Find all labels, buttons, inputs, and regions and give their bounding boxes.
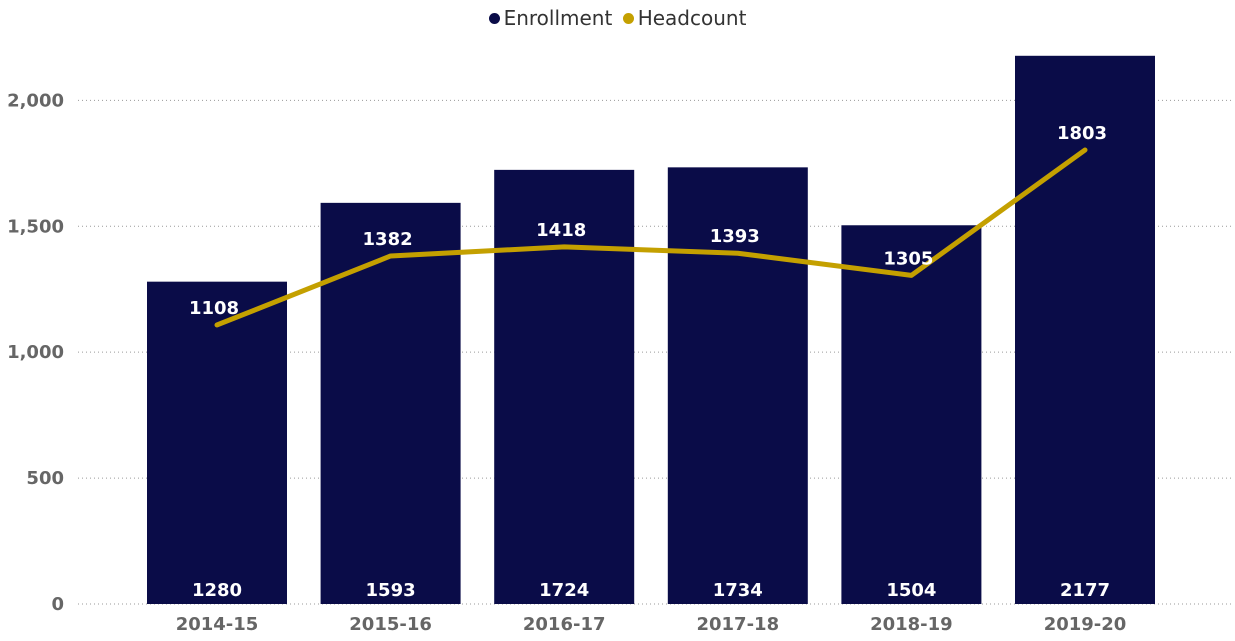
bar-data-label: 1734 bbox=[713, 580, 763, 601]
line-data-label: 1305 bbox=[883, 248, 933, 269]
line-data-label: 1418 bbox=[536, 220, 586, 241]
y-tick-label: 0 bbox=[51, 594, 64, 615]
bar-enrollment bbox=[667, 167, 808, 604]
x-tick-label: 2018-19 bbox=[870, 614, 953, 635]
bar-data-label: 1724 bbox=[539, 580, 589, 601]
x-tick-label: 2014-15 bbox=[176, 614, 259, 635]
legend-dot-headcount-icon bbox=[622, 13, 634, 24]
bar-enrollment bbox=[494, 169, 635, 604]
y-tick-label: 2,000 bbox=[7, 90, 64, 111]
line-headcount bbox=[214, 147, 1088, 328]
y-tick-label: 1,000 bbox=[7, 342, 64, 363]
legend-label-enrollment: Enrollment bbox=[503, 6, 613, 30]
bar-enrollment bbox=[841, 225, 982, 605]
legend-dot-enrollment-icon bbox=[488, 13, 500, 24]
x-tick-label: 2016-17 bbox=[523, 614, 606, 635]
line-data-label: 1393 bbox=[710, 226, 760, 247]
line-data-label: 1108 bbox=[189, 298, 239, 319]
bar-data-label: 1593 bbox=[366, 580, 416, 601]
bar-enrollment bbox=[147, 281, 287, 604]
x-tick-label: 2015-16 bbox=[349, 614, 432, 635]
bar-data-label: 1280 bbox=[192, 580, 242, 601]
bar-data-label: 1504 bbox=[886, 580, 936, 601]
legend: Enrollment Headcount bbox=[0, 6, 1235, 30]
bar-enrollment bbox=[320, 202, 461, 604]
x-tick-label: 2017-18 bbox=[696, 614, 779, 635]
legend-label-headcount: Headcount bbox=[637, 6, 747, 30]
legend-item-headcount[interactable]: Headcount bbox=[622, 6, 747, 30]
bar-enrollment bbox=[1015, 55, 1155, 605]
x-tick-label: 2019-20 bbox=[1044, 614, 1127, 635]
bar-data-label: 2177 bbox=[1060, 580, 1110, 601]
line-data-label: 1803 bbox=[1057, 123, 1107, 144]
line-data-label: 1382 bbox=[363, 229, 413, 250]
y-tick-label: 500 bbox=[26, 468, 64, 489]
y-tick-label: 1,500 bbox=[7, 216, 64, 237]
legend-item-enrollment[interactable]: Enrollment bbox=[488, 6, 613, 30]
